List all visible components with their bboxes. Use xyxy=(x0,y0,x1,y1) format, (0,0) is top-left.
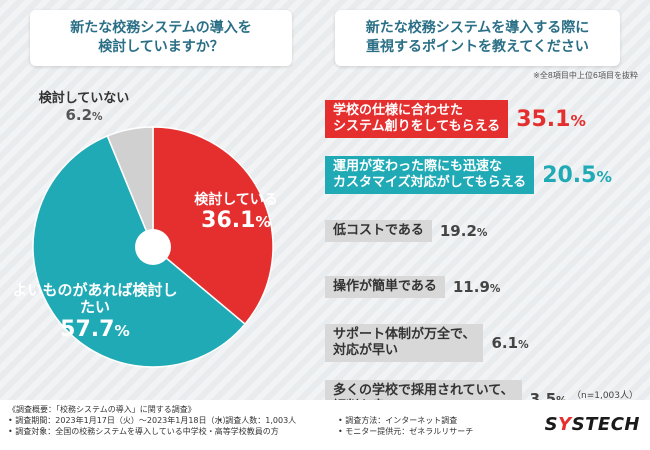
pie-label-if-good-text: よいものがあれば検討したい xyxy=(12,281,178,317)
pie-chart xyxy=(32,126,274,368)
bar-value-number: 6.1 xyxy=(491,334,519,352)
bar-row: 学校の仕様に合わせた システム創りをしてもらえる 35.1% xyxy=(325,96,643,142)
bar-label: 学校の仕様に合わせた システム創りをしてもらえる xyxy=(325,100,509,138)
bar-row: 運用が変わった際にも迅速な カスタマイズ対応がしてもらえる 20.5% xyxy=(325,152,643,198)
systech-logo: SYSTECH xyxy=(545,414,640,435)
pie-label-if-good: よいものがあれば検討したい 57.7% xyxy=(10,281,180,342)
bar-value-number: 20.5 xyxy=(542,162,597,188)
pie-label-not-considering-text: 検討していない xyxy=(38,91,130,106)
pie-label-considering: 検討している 36.1% xyxy=(180,192,292,233)
bar-chart: 学校の仕様に合わせた システム創りをしてもらえる 35.1% 運用が変わった際にも迅… xyxy=(325,96,643,432)
survey-method: • 調査方法：インターネット調査 xyxy=(338,416,458,426)
pie-label-considering-value: 36.1% xyxy=(201,208,271,234)
pie-label-not-considering-value: 6.2% xyxy=(65,105,103,124)
survey-people: • 調査人数：1,003人 xyxy=(218,416,297,426)
bar-value: 35.1% xyxy=(516,107,586,132)
logo-part: STECH xyxy=(571,414,640,435)
percent-unit: % xyxy=(570,111,586,130)
bar-row: 操作が簡単である 11.9% xyxy=(325,264,643,310)
bar-value-number: 19.2 xyxy=(439,222,477,240)
bar-label: 操作が簡単である xyxy=(325,276,445,298)
pie-label-if-good-value: 57.7% xyxy=(60,316,130,342)
pie-label-not-considering: 検討していない 6.2% xyxy=(34,91,134,124)
bar-value: 19.2% xyxy=(440,222,488,240)
sample-size-note: （n=1,003人） xyxy=(571,391,638,401)
percent-unit: % xyxy=(255,213,271,232)
bar-label: 運用が変わった際にも迅速な カスタマイズ対応がしてもらえる xyxy=(325,156,535,194)
percent-unit: % xyxy=(489,283,501,295)
survey-period: • 調査期間：2023年1月17日（火）～2023年1月18日（水） xyxy=(8,416,231,426)
logo-accent: Y xyxy=(558,414,572,435)
bar-value-number: 35.1 xyxy=(516,106,571,132)
survey-row-2: • 調査対象：全国の校務システムを導入している中学校・高等学校教員の方 • モニ… xyxy=(8,426,473,437)
percent-unit: % xyxy=(114,321,130,340)
survey-provider: • モニター提供元：ゼネラルリサーチ xyxy=(338,427,474,437)
pie-center-hole xyxy=(135,229,171,265)
survey-summary: 《調査概要：「校務システムの導入」に関する調査》 • 調査期間：2023年1月1… xyxy=(8,404,473,438)
survey-row-1: • 調査期間：2023年1月17日（火）～2023年1月18日（水） • 調査方… xyxy=(8,415,457,426)
logo-part: S xyxy=(544,414,559,435)
bar-value-number: 11.9 xyxy=(452,278,490,296)
bar-row: サポート体制が万全で、 対応が早い 6.1% xyxy=(325,320,643,366)
bar-value: 20.5% xyxy=(542,163,612,188)
pie-slice xyxy=(106,126,154,248)
bar-value: 11.9% xyxy=(453,278,501,296)
pie-label-considering-text: 検討している xyxy=(194,192,278,208)
bar-label: 低コストである xyxy=(325,220,432,242)
footer: 《調査概要：「校務システムの導入」に関する調査》 • 調査期間：2023年1月1… xyxy=(0,400,650,450)
percent-unit: % xyxy=(476,227,488,239)
bar-value: 6.1% xyxy=(491,334,528,352)
percent-unit: % xyxy=(596,167,612,186)
left-question-title: 新たな校務システムの導入を 検討していますか？ xyxy=(30,10,292,66)
pie-slice xyxy=(152,126,274,326)
top6-note: ※全8項目中上位6項目を抜粋 xyxy=(533,71,638,80)
percent-unit: % xyxy=(92,110,103,123)
right-question-title: 新たな校務システムを導入する際に 重視するポイントを教えてください xyxy=(335,10,620,66)
bar-label: サポート体制が万全で、 対応が早い xyxy=(325,324,484,362)
percent-unit: % xyxy=(518,339,529,351)
survey-title: 《調査概要：「校務システムの導入」に関する調査》 xyxy=(8,405,196,414)
survey-target: • 調査対象：全国の校務システムを導入している中学校・高等学校教員の方 xyxy=(8,427,279,437)
bar-row: 低コストである 19.2% xyxy=(325,208,643,254)
